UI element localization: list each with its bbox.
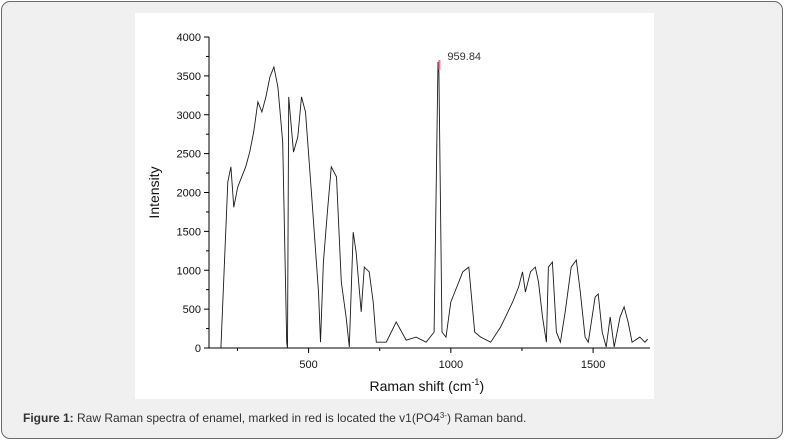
y-tick-label: 500 — [183, 304, 201, 316]
y-tick-label: 1500 — [177, 226, 201, 238]
chart-svg: 0 500 1000 1500 2000 2500 3000 3500 4000 500 1000… — [146, 32, 650, 394]
x-axis: 500 1000 1500 — [209, 347, 650, 371]
figure-caption: Figure 1: Raw Raman spectra of enamel, m… — [23, 411, 526, 425]
peak-annotation: 959.84 — [447, 51, 481, 63]
y-tick-label: 0 — [195, 343, 201, 355]
y-axis: 0 500 1000 1500 2000 2500 3000 3500 4000 — [177, 32, 210, 355]
caption-text-end: ) Raman band. — [446, 411, 527, 425]
y-tick-label: 3500 — [177, 71, 201, 83]
caption-superscript: 3- — [439, 411, 447, 420]
x-tick-label: 1000 — [439, 359, 463, 371]
y-tick-label: 2500 — [177, 149, 201, 161]
x-axis-title: Raman shift (cm-1) — [370, 377, 485, 394]
x-tick-label: 500 — [299, 359, 317, 371]
y-tick-label: 3000 — [177, 110, 201, 122]
raman-spectrum-chart: 0 500 1000 1500 2000 2500 3000 3500 4000 500 1000… — [135, 13, 654, 399]
y-tick-label: 1000 — [177, 265, 201, 277]
caption-text: Raw Raman spectra of enamel, marked in r… — [73, 411, 440, 425]
y-axis-title: Intensity — [146, 166, 162, 218]
y-tick-label: 4000 — [177, 32, 201, 44]
spectrum-line — [220, 61, 649, 349]
caption-label: Figure 1: — [23, 411, 74, 425]
x-tick-label: 1500 — [581, 359, 605, 371]
y-tick-label: 2000 — [177, 188, 201, 200]
